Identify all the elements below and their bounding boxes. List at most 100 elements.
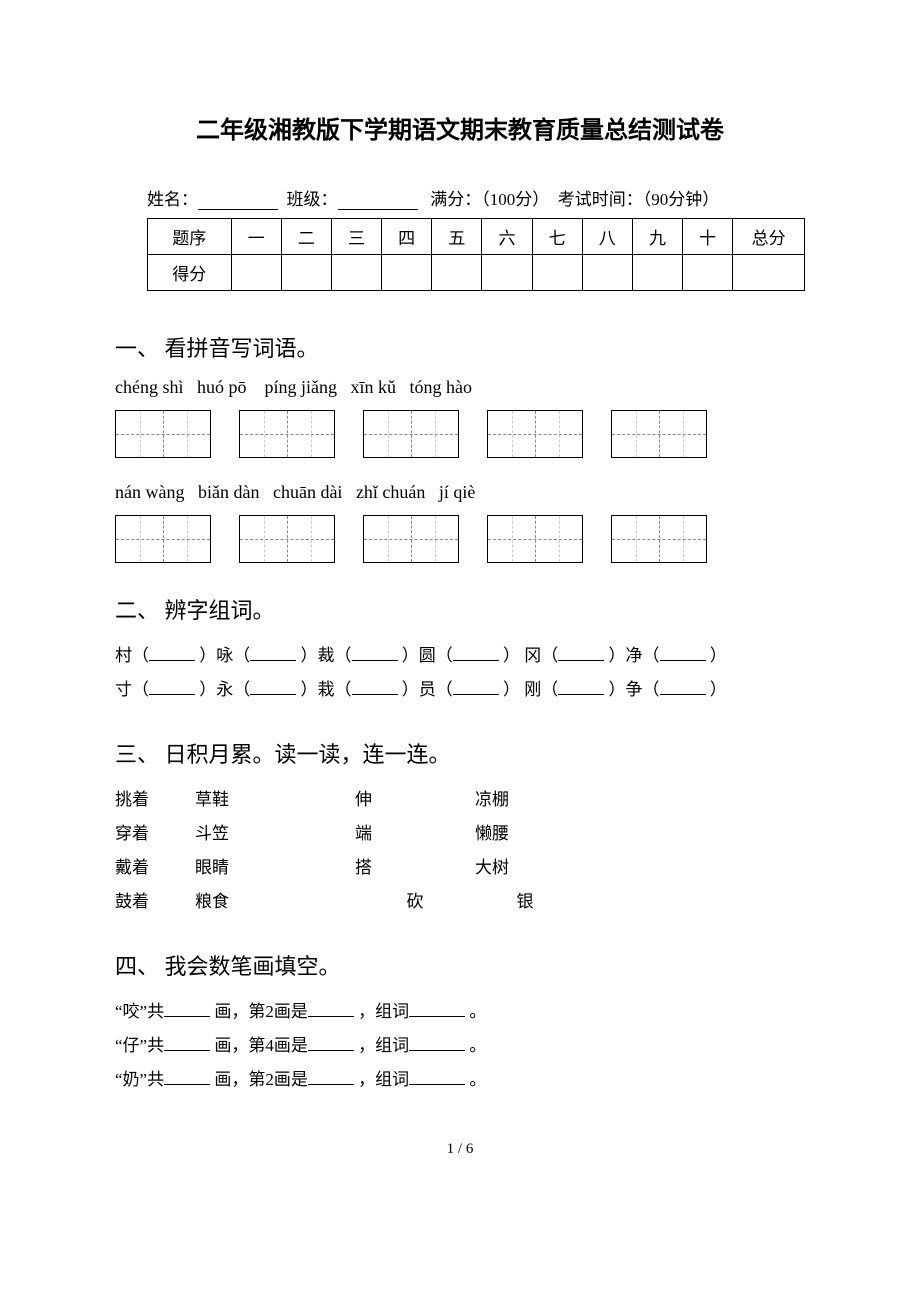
text: 村（ bbox=[115, 646, 149, 665]
class-blank[interactable] bbox=[338, 192, 418, 210]
text: “咬”共 bbox=[115, 1002, 164, 1021]
char-box[interactable] bbox=[239, 515, 335, 563]
text: 寸（ bbox=[115, 680, 149, 699]
pinyin-word: nán wàng bbox=[115, 482, 184, 502]
page-number: 1 / 6 bbox=[115, 1141, 805, 1158]
text: 画，第2画是 bbox=[214, 1002, 308, 1021]
text: ）咏（ bbox=[199, 646, 250, 665]
fill-blank[interactable] bbox=[250, 643, 296, 661]
char-box[interactable] bbox=[487, 410, 583, 458]
match-right: 粮食 bbox=[195, 885, 355, 919]
fill-blank[interactable] bbox=[149, 643, 195, 661]
score-cell[interactable] bbox=[482, 255, 532, 291]
char-box[interactable] bbox=[363, 515, 459, 563]
name-blank[interactable] bbox=[198, 192, 278, 210]
fill-blank[interactable] bbox=[558, 677, 604, 695]
score-cell[interactable] bbox=[231, 255, 281, 291]
pinyin-word: biǎn dàn bbox=[198, 482, 259, 502]
fill-blank[interactable] bbox=[352, 677, 398, 695]
student-info-line: 姓名： 班级： 满分：（100分） 考试时间：（90分钟） bbox=[115, 185, 805, 210]
match-row: 挑着 草鞋 伸 凉棚 bbox=[115, 783, 805, 817]
score-cell[interactable] bbox=[281, 255, 331, 291]
col-header: 四 bbox=[382, 219, 432, 255]
pinyin-word: xīn kǔ bbox=[350, 377, 396, 397]
page-title: 二年级湘教版下学期语文期末教育质量总结测试卷 bbox=[115, 110, 805, 145]
text: ，组词 bbox=[358, 1070, 409, 1089]
match-left: 砍 bbox=[355, 885, 475, 919]
score-cell[interactable] bbox=[733, 255, 805, 291]
text: ，组词 bbox=[358, 1036, 409, 1055]
score-cell[interactable] bbox=[331, 255, 381, 291]
text: 。 bbox=[469, 1070, 486, 1089]
pinyin-row: chéng shì huó pō píng jiǎng xīn kǔ tóng … bbox=[115, 377, 805, 398]
text: “仔”共 bbox=[115, 1036, 164, 1055]
match-right: 大树 bbox=[475, 851, 575, 885]
fill-blank[interactable] bbox=[409, 999, 465, 1017]
fill-blank[interactable] bbox=[308, 1067, 354, 1085]
pinyin-word: zhǐ chuán bbox=[356, 482, 425, 502]
match-right: 斗笠 bbox=[195, 817, 355, 851]
text: 。 bbox=[469, 1002, 486, 1021]
fill-blank[interactable] bbox=[164, 1067, 210, 1085]
table-row: 得分 bbox=[148, 255, 805, 291]
text: ） 冈（ bbox=[503, 646, 558, 665]
score-cell[interactable] bbox=[632, 255, 682, 291]
text: ，组词 bbox=[358, 1002, 409, 1021]
score-cell[interactable] bbox=[382, 255, 432, 291]
match-right: 懒腰 bbox=[475, 817, 575, 851]
fill-blank[interactable] bbox=[453, 677, 499, 695]
fill-blank[interactable] bbox=[250, 677, 296, 695]
match-right: 凉棚 bbox=[475, 783, 575, 817]
score-cell[interactable] bbox=[432, 255, 482, 291]
col-header: 三 bbox=[331, 219, 381, 255]
answer-box-row bbox=[115, 515, 805, 563]
exam-time-label: 考试时间：（90分钟） bbox=[558, 190, 720, 209]
fill-blank[interactable] bbox=[409, 1033, 465, 1051]
match-left: 鼓着 bbox=[115, 885, 195, 919]
text: ） bbox=[710, 680, 727, 699]
char-box[interactable] bbox=[363, 410, 459, 458]
text: ）员（ bbox=[402, 680, 453, 699]
char-box[interactable] bbox=[611, 410, 707, 458]
col-header: 总分 bbox=[733, 219, 805, 255]
char-box[interactable] bbox=[115, 515, 211, 563]
text: ）永（ bbox=[199, 680, 250, 699]
char-box[interactable] bbox=[487, 515, 583, 563]
fill-blank[interactable] bbox=[660, 677, 706, 695]
text: ）圆（ bbox=[402, 646, 453, 665]
col-header: 五 bbox=[432, 219, 482, 255]
char-box[interactable] bbox=[115, 410, 211, 458]
fill-blank[interactable] bbox=[453, 643, 499, 661]
text: 画，第2画是 bbox=[214, 1070, 308, 1089]
pinyin-word: chuān dài bbox=[273, 482, 342, 502]
fill-blank[interactable] bbox=[352, 643, 398, 661]
text: 画，第4画是 bbox=[214, 1036, 308, 1055]
fill-blank[interactable] bbox=[308, 999, 354, 1017]
fill-blank[interactable] bbox=[409, 1067, 465, 1085]
score-cell[interactable] bbox=[683, 255, 733, 291]
score-table: 题序 一 二 三 四 五 六 七 八 九 十 总分 得分 bbox=[147, 218, 805, 291]
fill-blank[interactable] bbox=[164, 1033, 210, 1051]
fill-blank[interactable] bbox=[558, 643, 604, 661]
row-header: 题序 bbox=[148, 219, 232, 255]
match-left: 穿着 bbox=[115, 817, 195, 851]
question-line: “咬”共 画，第2画是 ，组词 。 bbox=[115, 995, 805, 1029]
fill-blank[interactable] bbox=[660, 643, 706, 661]
section-1-heading: 一、 看拼音写词语。 bbox=[115, 331, 805, 363]
text: ）争（ bbox=[609, 680, 660, 699]
section-3-heading: 三、 日积月累。读一读，连一连。 bbox=[115, 737, 805, 769]
score-cell[interactable] bbox=[532, 255, 582, 291]
text: ）裁（ bbox=[301, 646, 352, 665]
text: “奶”共 bbox=[115, 1070, 164, 1089]
fill-blank[interactable] bbox=[308, 1033, 354, 1051]
pinyin-word: jí qiè bbox=[439, 482, 476, 502]
char-box[interactable] bbox=[239, 410, 335, 458]
text: 。 bbox=[469, 1036, 486, 1055]
fill-blank[interactable] bbox=[164, 999, 210, 1017]
full-score-label: 满分：（100分） bbox=[430, 190, 549, 209]
class-label: 班级： bbox=[287, 190, 338, 209]
fill-blank[interactable] bbox=[149, 677, 195, 695]
match-left: 挑着 bbox=[115, 783, 195, 817]
score-cell[interactable] bbox=[582, 255, 632, 291]
char-box[interactable] bbox=[611, 515, 707, 563]
